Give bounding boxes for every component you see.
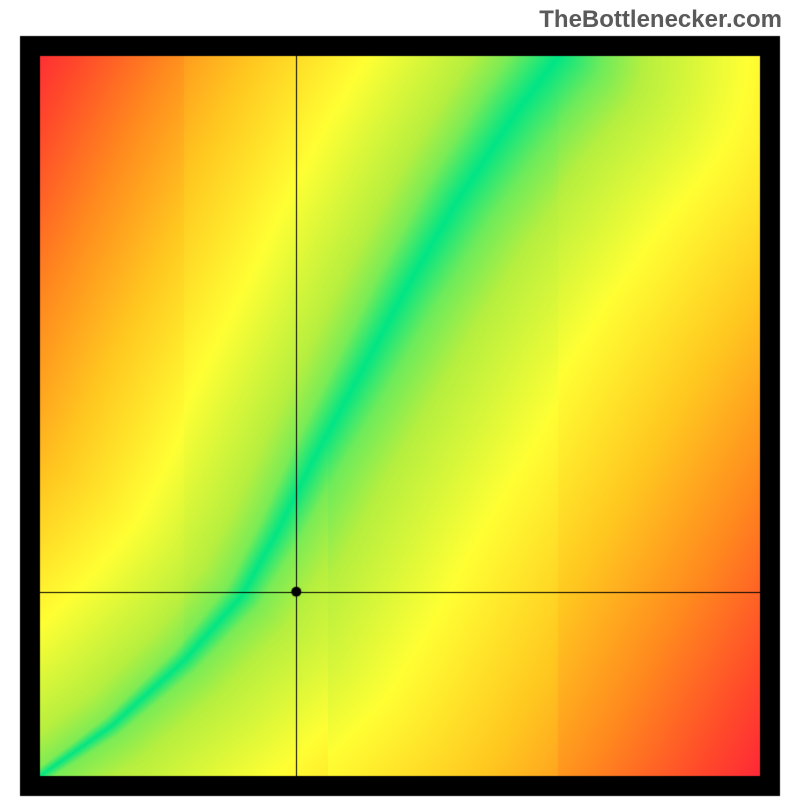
bottleneck-heatmap (0, 0, 800, 800)
watermark-text: TheBottlenecker.com (539, 6, 782, 34)
